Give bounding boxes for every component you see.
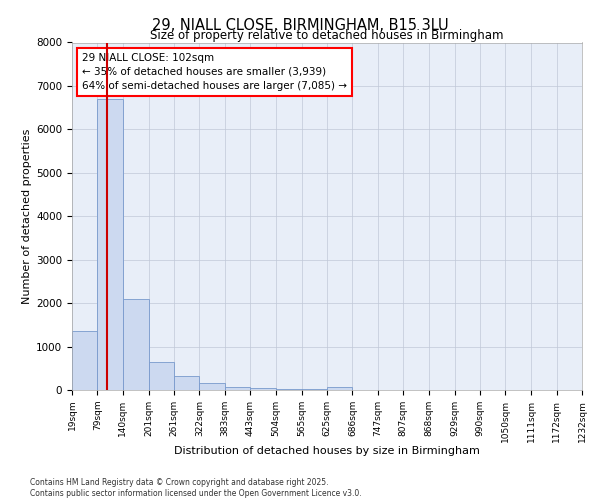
Bar [123, 299, 149, 390]
X-axis label: Distribution of detached houses by size in Birmingham: Distribution of detached houses by size … [174, 446, 480, 456]
Bar [225, 386, 250, 390]
Title: Size of property relative to detached houses in Birmingham: Size of property relative to detached ho… [150, 30, 504, 43]
Bar [72, 332, 97, 390]
Bar [250, 388, 276, 390]
Bar [97, 99, 123, 390]
Text: Contains HM Land Registry data © Crown copyright and database right 2025.
Contai: Contains HM Land Registry data © Crown c… [30, 478, 362, 498]
Text: 29 NIALL CLOSE: 102sqm
← 35% of detached houses are smaller (3,939)
64% of semi-: 29 NIALL CLOSE: 102sqm ← 35% of detached… [82, 53, 347, 91]
Text: 29, NIALL CLOSE, BIRMINGHAM, B15 3LU: 29, NIALL CLOSE, BIRMINGHAM, B15 3LU [152, 18, 448, 32]
Bar [149, 362, 174, 390]
Y-axis label: Number of detached properties: Number of detached properties [22, 128, 32, 304]
Bar [302, 389, 327, 390]
Bar [174, 376, 199, 390]
Bar [327, 386, 352, 390]
Bar [276, 388, 302, 390]
Bar [199, 383, 225, 390]
